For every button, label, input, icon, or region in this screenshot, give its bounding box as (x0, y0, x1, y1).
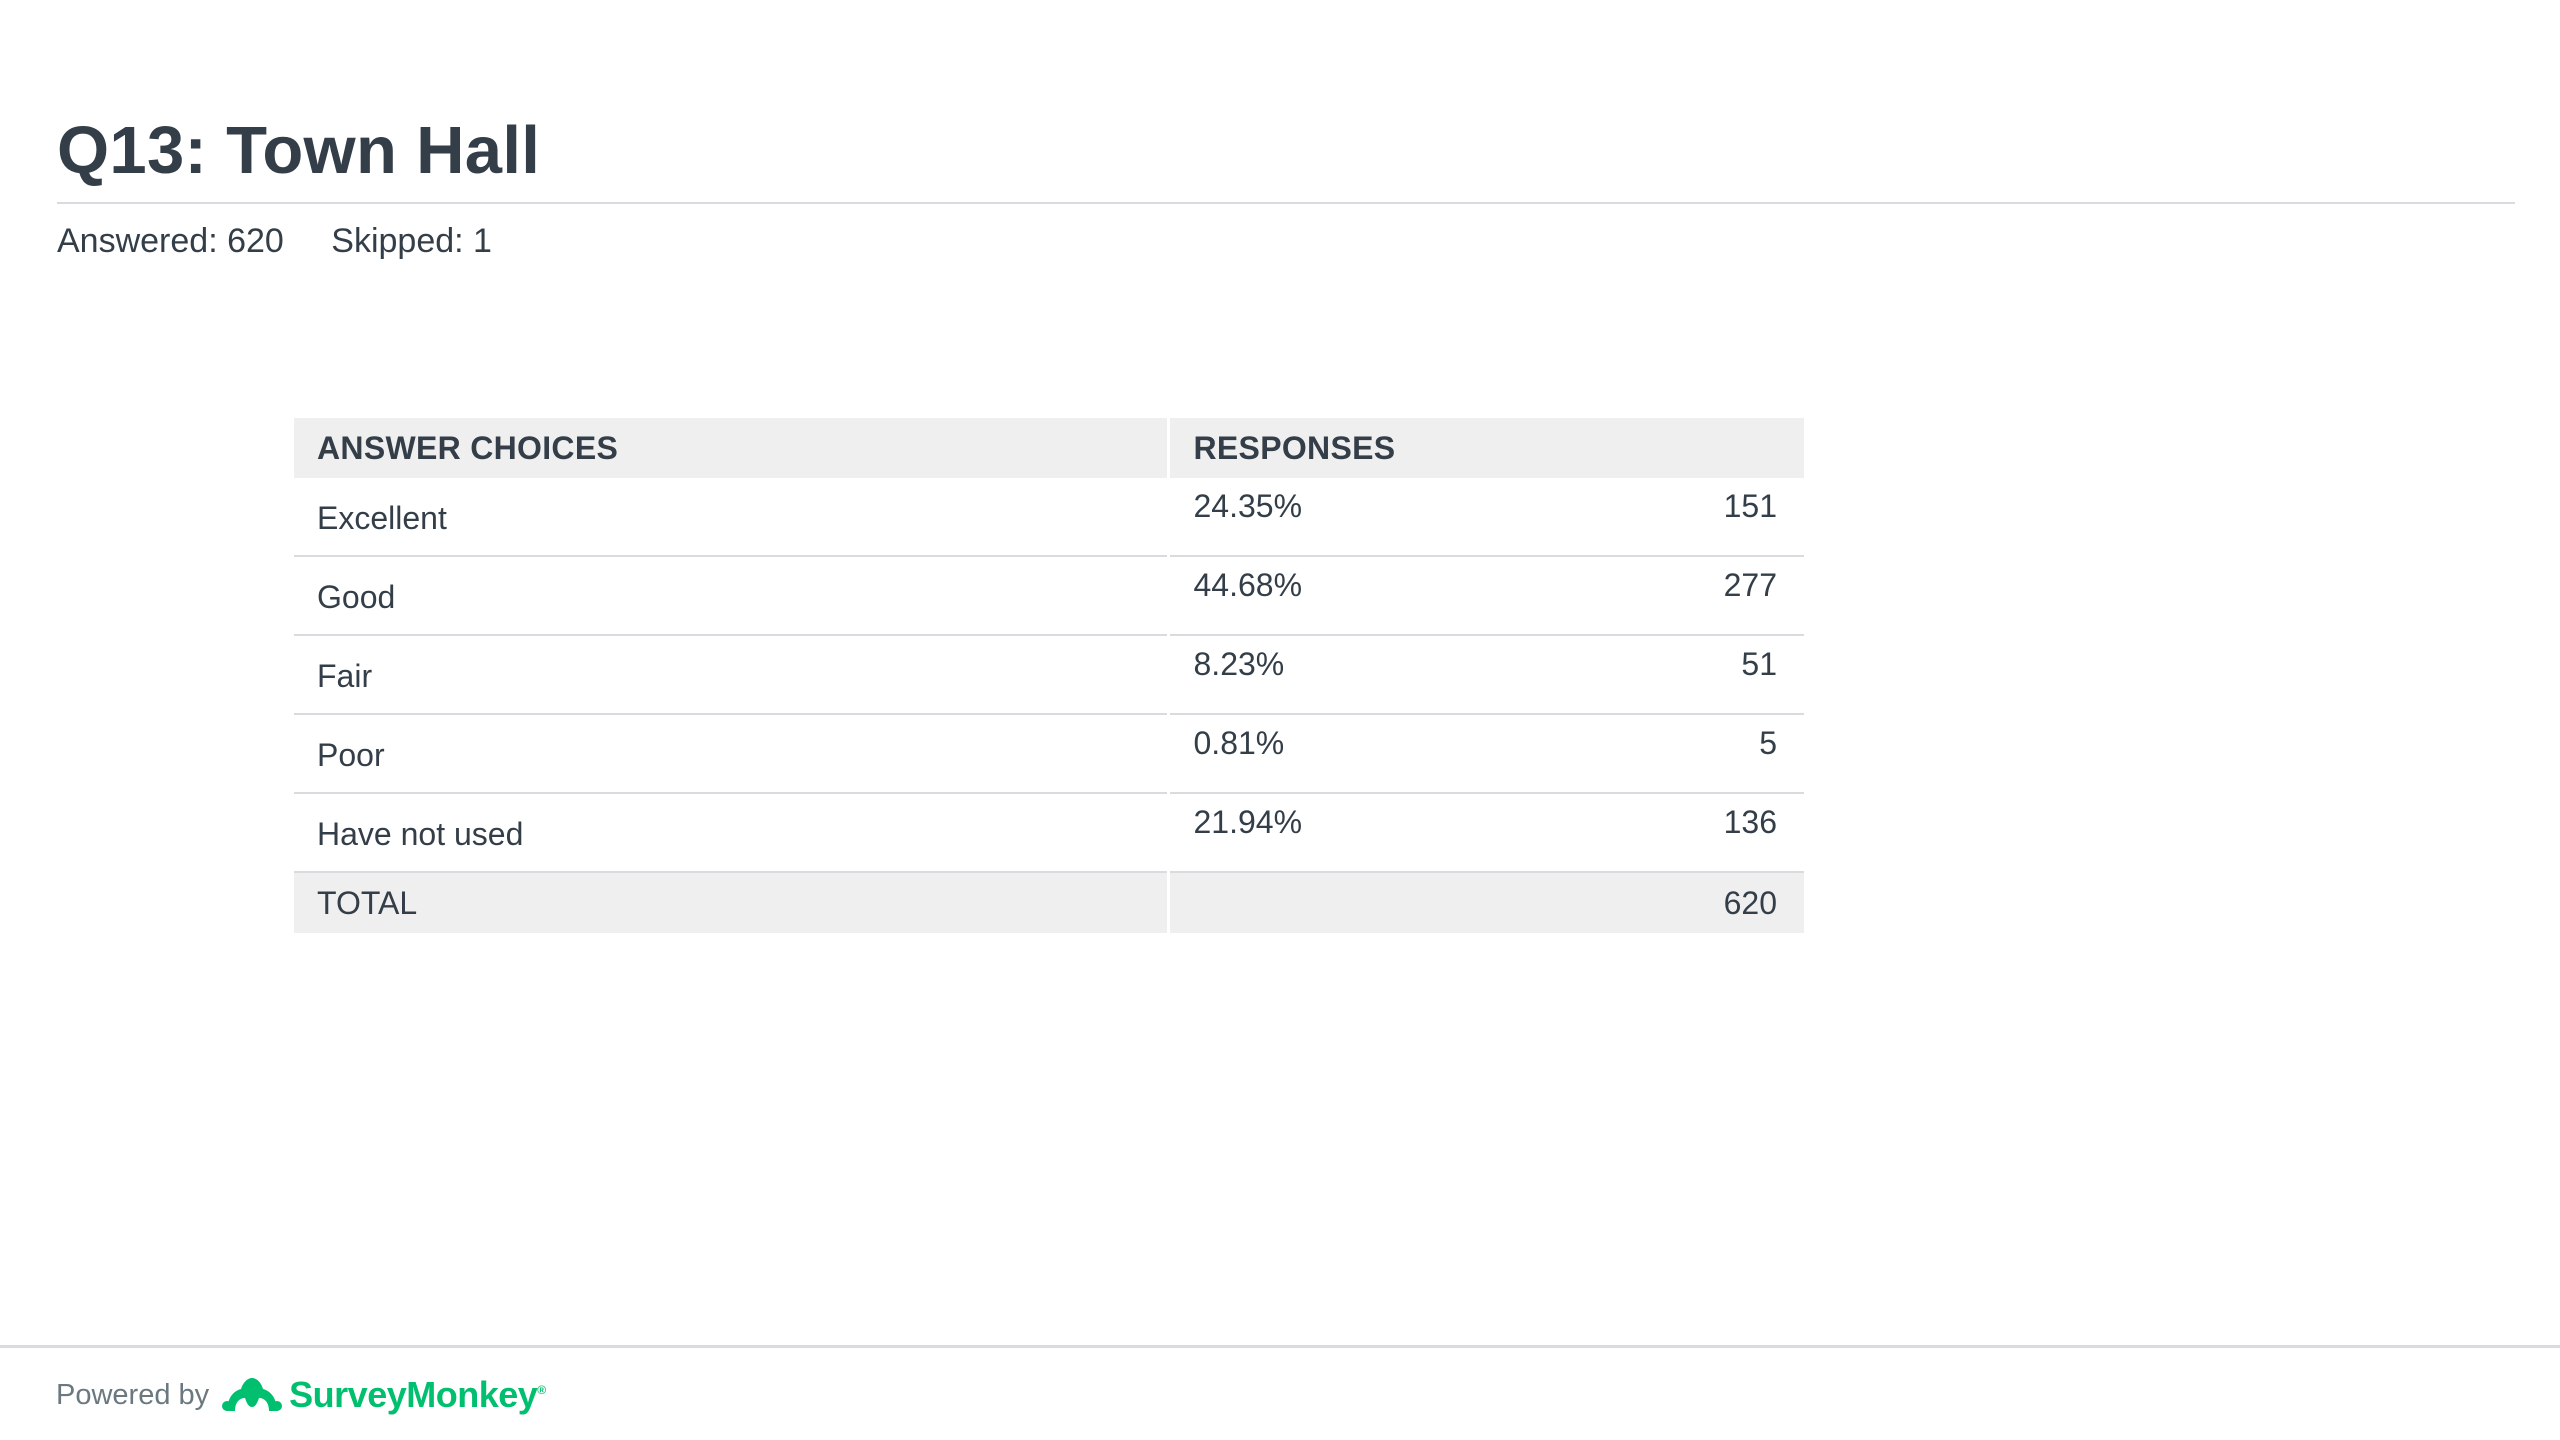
total-row: TOTAL 620 (294, 872, 1804, 933)
answer-choice: Have not used (294, 793, 1168, 873)
responses-header: RESPONSES (1166, 418, 1804, 478)
response-percent: 24.35% (1193, 488, 1303, 524)
response-count: 136 (1723, 804, 1777, 840)
results-table: ANSWER CHOICES RESPONSES Excellent 24.35… (294, 418, 1804, 933)
response-cell: 24.35% 151 (1166, 478, 1804, 557)
response-percent: 21.94% (1193, 804, 1303, 840)
footer-divider (0, 1345, 2560, 1348)
response-cell: 21.94% 136 (1166, 793, 1804, 873)
table-row: Poor 0.81% 5 (294, 714, 1804, 794)
response-count: 151 (1723, 488, 1777, 524)
answer-choice: Excellent (294, 478, 1168, 557)
powered-by-text: Powered by (56, 1378, 210, 1411)
response-cell: 8.23% 51 (1166, 635, 1804, 715)
response-percent: 0.81% (1193, 725, 1285, 761)
response-percent: 8.23% (1193, 646, 1285, 682)
table-row: Good 44.68% 277 (294, 556, 1804, 636)
surveymonkey-logo[interactable]: SurveyMonkey® (221, 1373, 546, 1417)
response-cell: 44.68% 277 (1166, 556, 1804, 636)
brand-name: SurveyMonkey (289, 1374, 538, 1415)
response-cell: 0.81% 5 (1166, 714, 1804, 794)
table-row: Have not used 21.94% 136 (294, 793, 1804, 873)
title-divider (57, 202, 2515, 204)
response-percent: 44.68% (1193, 567, 1303, 603)
response-count: 51 (1741, 646, 1777, 682)
response-stats: Answered: 620 Skipped: 1 (57, 222, 492, 261)
footer: Powered by SurveyMonkey® (56, 1370, 546, 1420)
answer-choice: Poor (294, 714, 1168, 794)
response-count: 5 (1759, 725, 1777, 761)
table-row: Fair 8.23% 51 (294, 635, 1804, 715)
surveymonkey-wordmark: SurveyMonkey® (289, 1374, 546, 1416)
answered-count: Answered: 620 (57, 222, 284, 260)
question-title: Q13: Town Hall (57, 113, 541, 188)
table-row: Excellent 24.35% 151 (294, 478, 1804, 557)
answer-choices-header: ANSWER CHOICES (294, 418, 1168, 478)
total-label: TOTAL (294, 872, 1168, 933)
answer-choice: Fair (294, 635, 1168, 715)
registered-mark: ® (537, 1383, 546, 1397)
table-header-row: ANSWER CHOICES RESPONSES (294, 418, 1804, 478)
answer-choice: Good (294, 556, 1168, 636)
skipped-count: Skipped: 1 (331, 222, 492, 260)
response-count: 277 (1723, 567, 1777, 603)
surveymonkey-logo-icon (221, 1373, 283, 1417)
total-count: 620 (1166, 872, 1804, 933)
